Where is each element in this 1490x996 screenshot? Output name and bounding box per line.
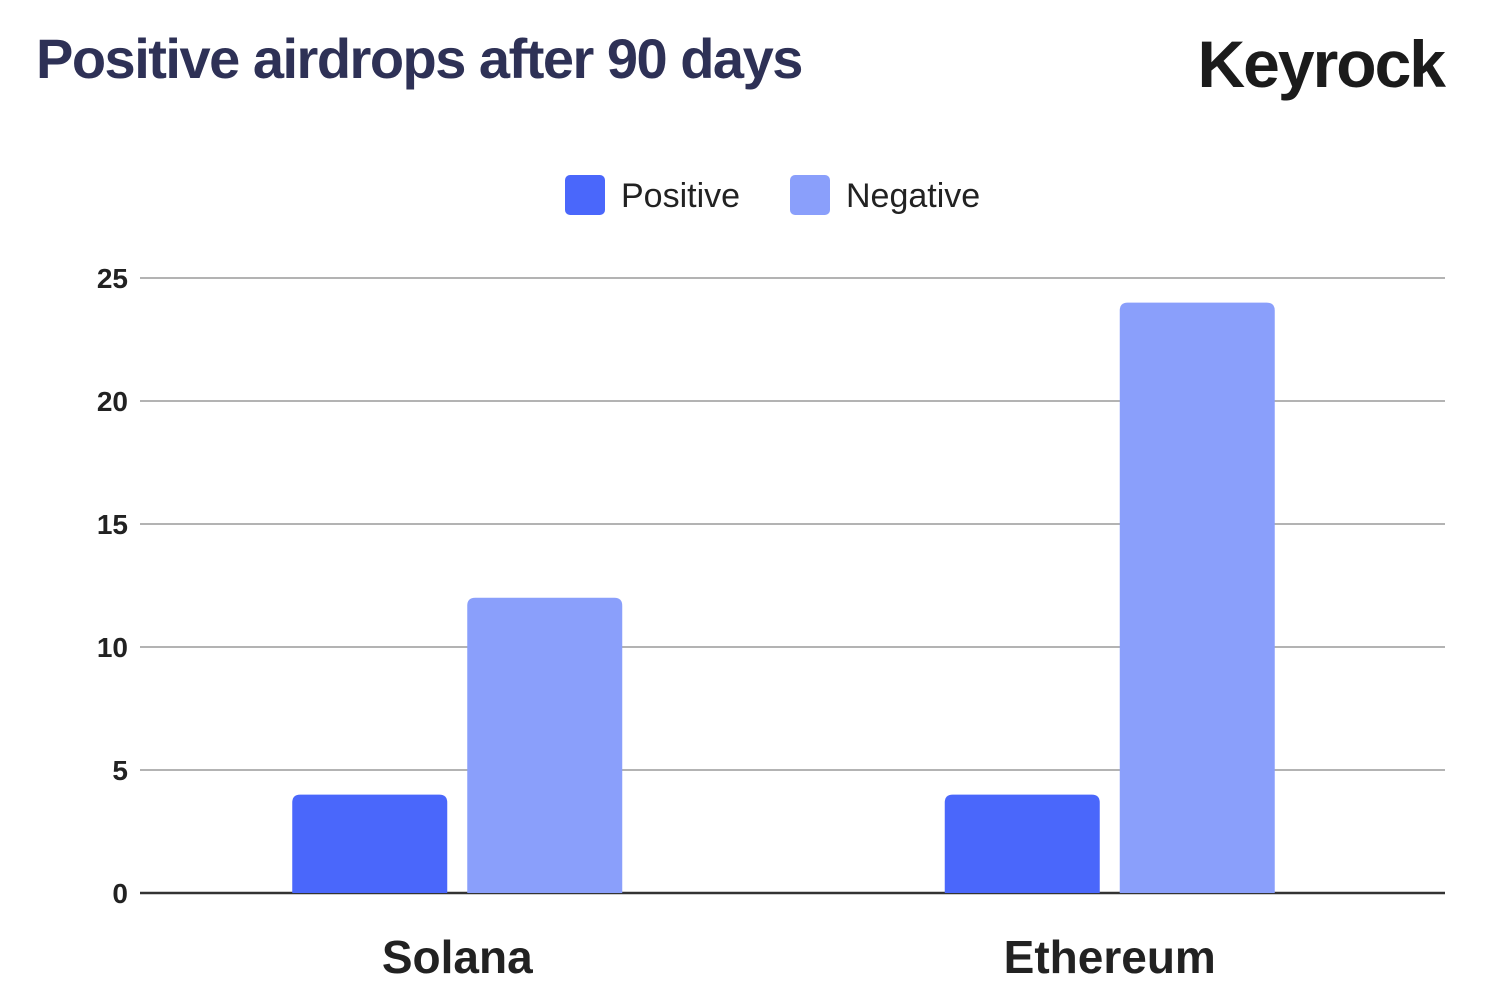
bar-positive-solana bbox=[292, 794, 448, 893]
legend-swatch-positive bbox=[565, 175, 605, 215]
x-category-label: Solana bbox=[382, 931, 533, 983]
y-tick-label: 5 bbox=[112, 755, 128, 786]
x-category-label: Ethereum bbox=[1004, 931, 1216, 983]
y-tick-label: 0 bbox=[112, 878, 128, 909]
y-tick-label: 10 bbox=[97, 632, 128, 663]
y-tick-label: 20 bbox=[97, 386, 128, 417]
legend-label-positive: Positive bbox=[621, 177, 740, 215]
bar-positive-ethereum bbox=[944, 794, 1100, 893]
legend-label-negative: Negative bbox=[846, 177, 980, 215]
bar-negative-solana bbox=[467, 597, 623, 893]
chart-title: Positive airdrops after 90 days bbox=[36, 27, 803, 90]
y-tick-label: 15 bbox=[97, 509, 128, 540]
legend-swatch-negative bbox=[790, 175, 830, 215]
keyrock-logo: Keyrock bbox=[1197, 27, 1446, 101]
y-tick-label: 25 bbox=[97, 263, 128, 294]
bar-negative-ethereum bbox=[1119, 302, 1275, 894]
